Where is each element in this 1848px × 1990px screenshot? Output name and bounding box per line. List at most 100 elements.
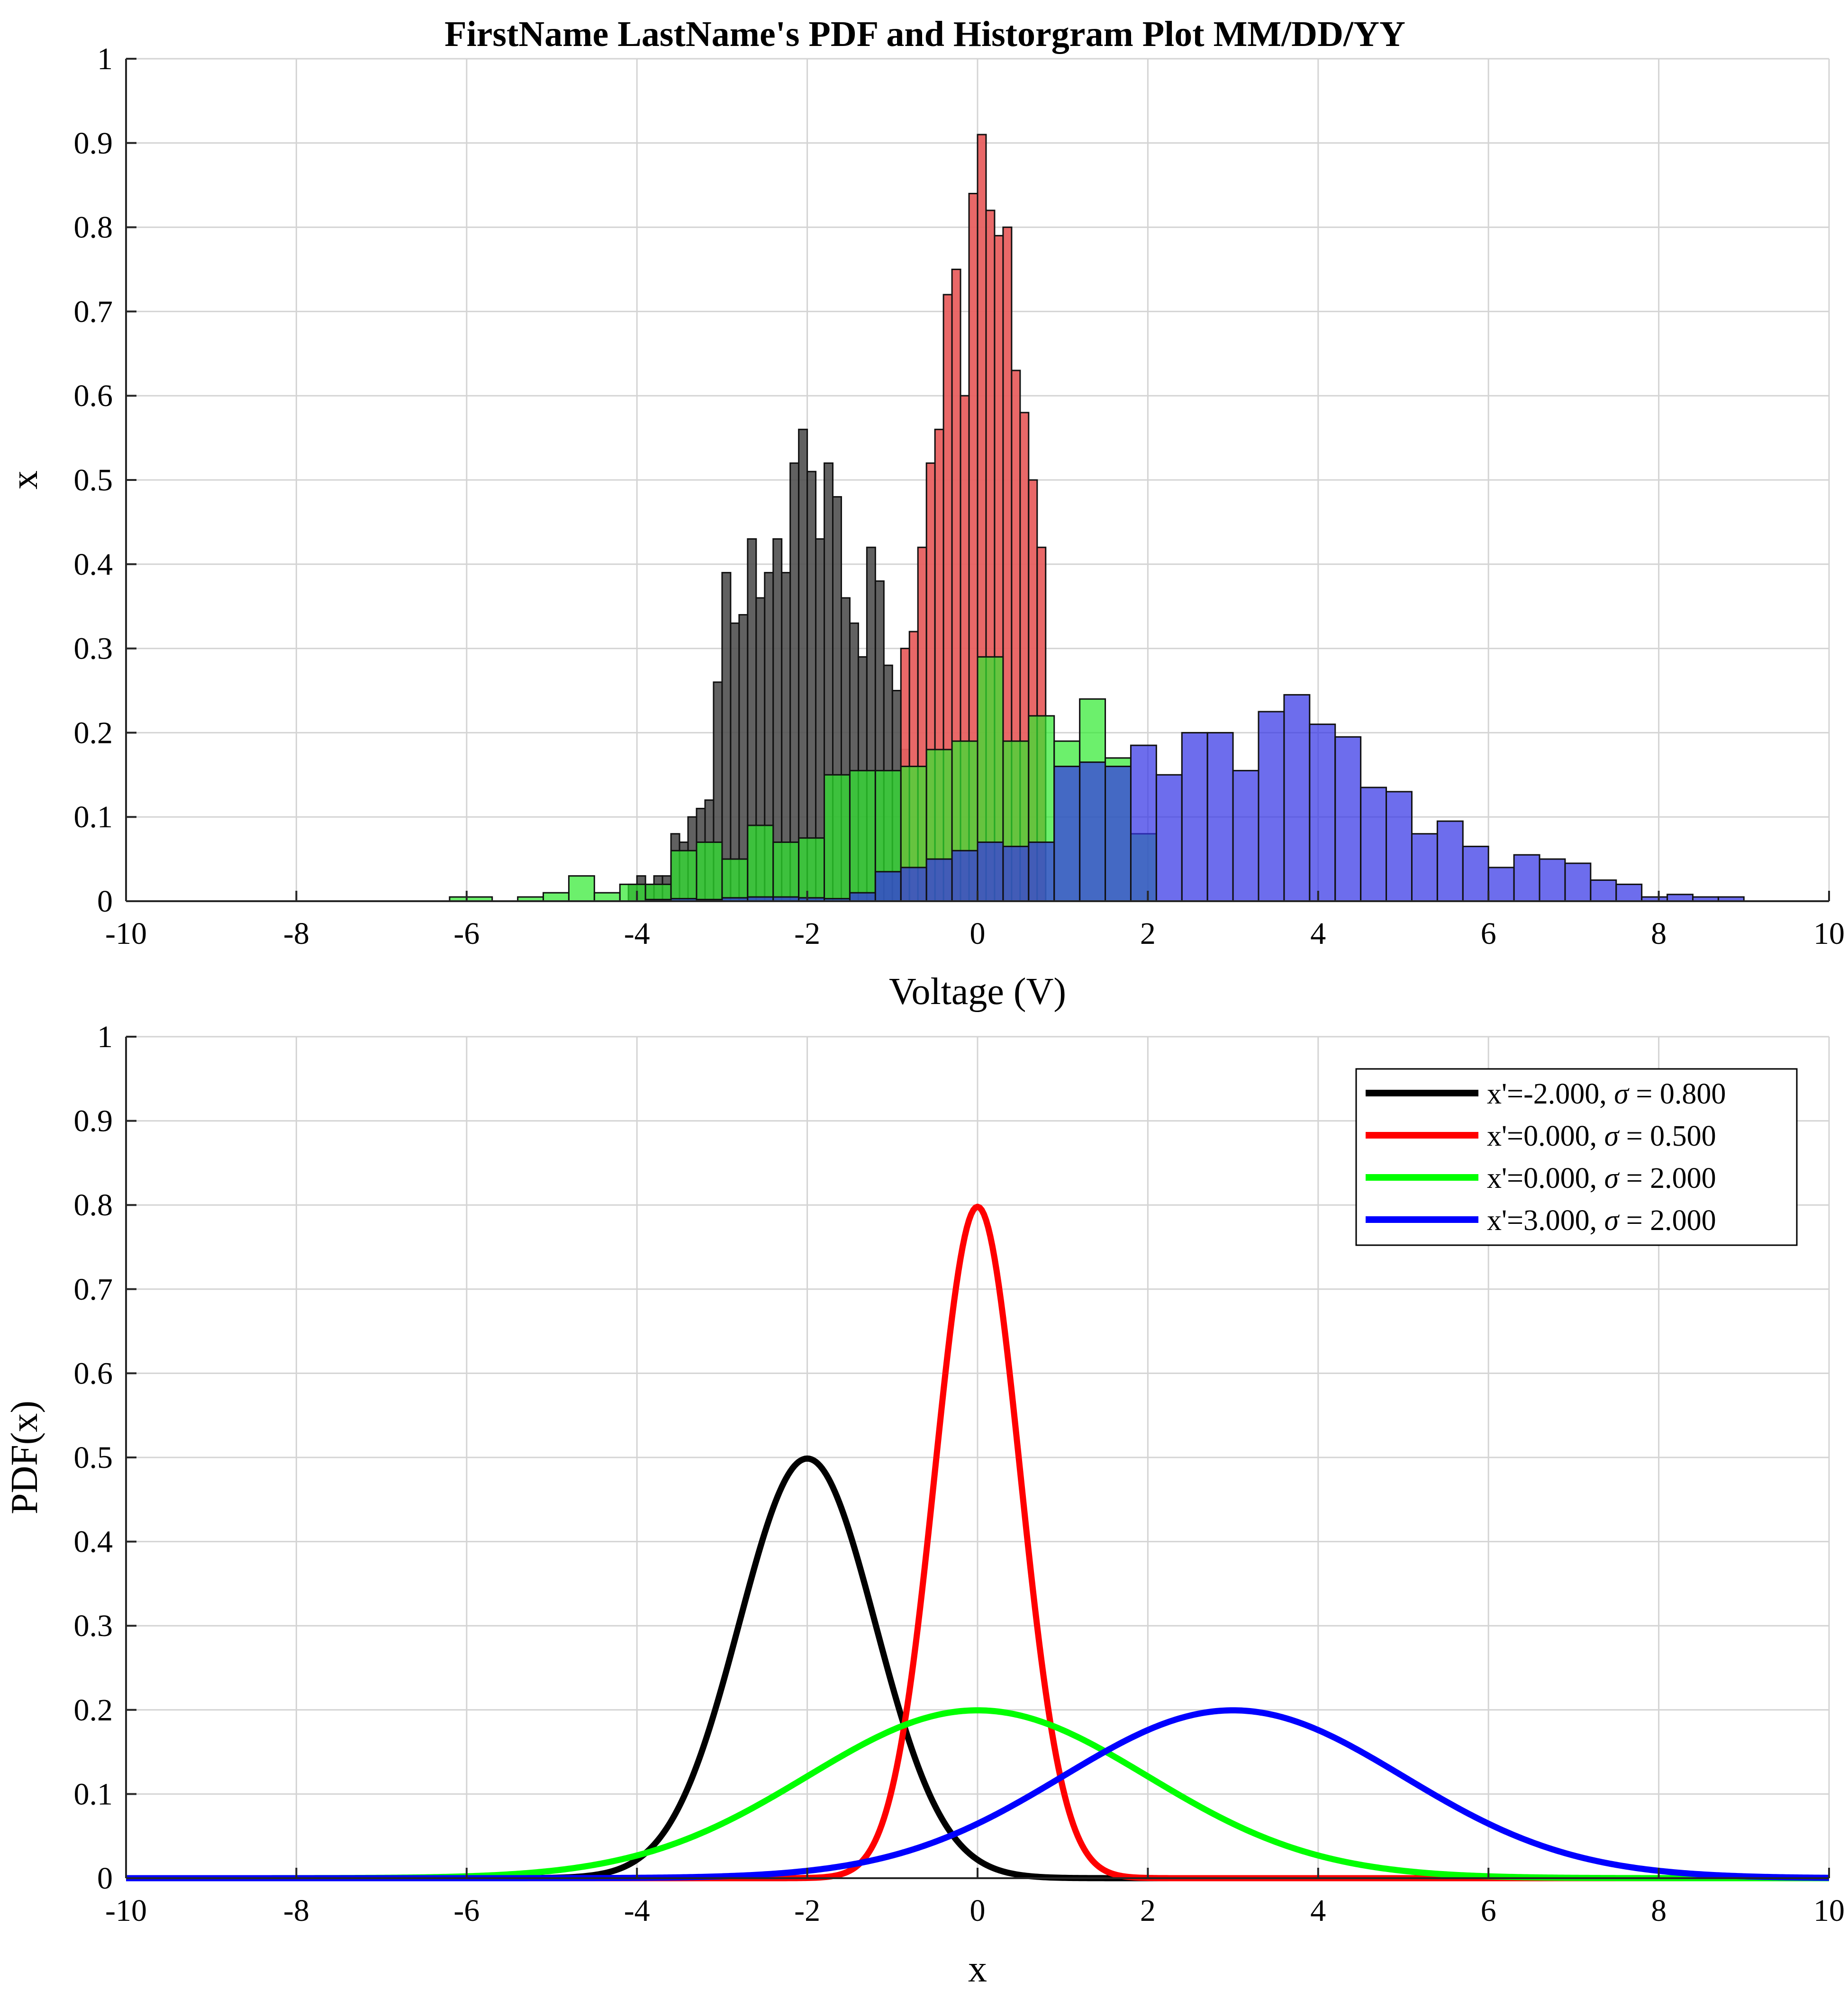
x-tick-label: -10 xyxy=(105,916,147,951)
y-tick-label: 0 xyxy=(97,1861,113,1896)
histogram-bar xyxy=(747,824,774,902)
histogram-bar xyxy=(772,841,800,902)
y-tick-label: 0.4 xyxy=(74,547,113,582)
legend-label: x'=-2.000, σ = 0.800 xyxy=(1487,1078,1726,1110)
x-tick-label: 2 xyxy=(1140,916,1156,951)
legend-entry: x'=3.000, σ = 2.000 xyxy=(1366,1204,1716,1237)
histogram-bar xyxy=(1105,766,1132,902)
histogram-series-3 xyxy=(644,694,1745,902)
histogram-bar xyxy=(798,428,808,902)
legend-label: x'=3.000, σ = 2.000 xyxy=(1487,1204,1716,1237)
legend-label: x'=0.000, σ = 2.000 xyxy=(1487,1162,1716,1194)
histogram-bar xyxy=(1462,845,1489,902)
histogram-bar xyxy=(721,572,732,902)
x-tick-label: 6 xyxy=(1481,1893,1496,1928)
pdf-grid xyxy=(125,1036,1830,1879)
x-tick-label: 6 xyxy=(1481,916,1496,951)
histogram-bar xyxy=(1181,732,1208,902)
y-tick-label: 0.8 xyxy=(74,210,113,245)
histogram-bar xyxy=(1386,791,1413,902)
histogram-bar xyxy=(1334,736,1362,902)
histogram-y-axis-label: x xyxy=(4,470,45,489)
y-tick-label: 0 xyxy=(97,884,113,919)
histogram-bar xyxy=(543,892,570,902)
histogram-bar xyxy=(696,841,723,902)
histogram-bar xyxy=(874,871,902,902)
histogram-x-tick-labels: -10 -8 -6 -4 -2 0 2 4 6 8 10 xyxy=(105,916,1845,951)
legend-box xyxy=(1355,1068,1798,1246)
x-tick-label: -4 xyxy=(624,916,650,951)
histogram-bar xyxy=(670,850,698,902)
histogram-bar xyxy=(900,867,927,902)
histogram-bar xyxy=(806,470,817,902)
x-tick-label: 0 xyxy=(970,1893,986,1928)
y-tick-label: 0.9 xyxy=(74,126,113,161)
histogram-y-tick-labels: 0 0.1 0.2 0.3 0.4 0.5 0.6 0.7 0.8 0.9 1 xyxy=(74,42,113,919)
histogram-bar xyxy=(1513,854,1540,902)
histogram-bar xyxy=(568,875,595,902)
histogram-bar xyxy=(721,858,749,902)
x-tick-label: 0 xyxy=(970,916,986,951)
histogram-bar xyxy=(738,614,749,902)
histogram-axis-lines xyxy=(125,58,1830,902)
histogram-bar xyxy=(1411,833,1438,902)
histogram-bar xyxy=(1232,769,1259,902)
histogram-bar xyxy=(798,837,825,902)
x-tick-label: -2 xyxy=(794,916,820,951)
histogram-bar xyxy=(849,769,876,902)
x-tick-label: -2 xyxy=(794,1893,820,1928)
pdf-y-tick-labels: 0 0.1 0.2 0.3 0.4 0.5 0.6 0.7 0.8 0.9 1 xyxy=(74,1020,113,1896)
x-tick-label: 8 xyxy=(1651,916,1667,951)
histogram-bar xyxy=(619,883,646,902)
histogram-bar xyxy=(1283,694,1311,902)
y-tick-label: 0.6 xyxy=(74,379,113,413)
x-tick-label: -4 xyxy=(624,1893,650,1928)
histogram-bar xyxy=(1053,766,1081,902)
histogram-bar xyxy=(977,841,1004,902)
histogram-bar xyxy=(1258,711,1285,902)
legend-entry: x'=0.000, σ = 2.000 xyxy=(1366,1162,1716,1194)
y-tick-label: 0.6 xyxy=(74,1356,113,1391)
histogram-bar xyxy=(849,892,876,902)
x-tick-label: 8 xyxy=(1651,1893,1667,1928)
histogram-bar xyxy=(925,858,953,902)
y-tick-label: 0.7 xyxy=(74,1272,113,1307)
pdf-x-tick-labels: -10 -8 -6 -4 -2 0 2 4 6 8 10 xyxy=(105,1893,1845,1928)
y-tick-label: 1 xyxy=(97,1020,113,1054)
y-tick-label: 0.7 xyxy=(74,294,113,329)
histogram-bar xyxy=(789,462,800,902)
x-tick-label: -10 xyxy=(105,1893,147,1928)
histogram-bar xyxy=(1002,845,1030,902)
histogram-bar xyxy=(824,774,851,902)
histogram-bar xyxy=(593,892,621,902)
x-tick-label: 2 xyxy=(1140,1893,1156,1928)
histogram-bar xyxy=(951,850,978,902)
y-tick-label: 0.9 xyxy=(74,1104,113,1139)
x-tick-label: -8 xyxy=(283,916,309,951)
histogram-bar xyxy=(1436,820,1464,902)
histogram-x-axis-label: Voltage (V) xyxy=(889,971,1066,1013)
histogram-bar xyxy=(1539,858,1566,902)
y-tick-label: 0.2 xyxy=(74,715,113,750)
legend-label: x'=0.000, σ = 0.500 xyxy=(1487,1120,1716,1152)
histogram-bar xyxy=(1564,862,1592,902)
histogram-bar xyxy=(1615,883,1643,902)
pdf-axes: -10 -8 -6 -4 -2 0 2 4 6 8 10 0 0.1 0.2 0.3 0.4 0.5 0.6 0.… xyxy=(4,1020,1845,1990)
histogram-bar xyxy=(1028,841,1055,902)
histogram-bar xyxy=(1206,732,1234,902)
y-tick-label: 0.1 xyxy=(74,800,113,834)
x-tick-label: -6 xyxy=(453,1893,480,1928)
x-tick-label: 4 xyxy=(1310,1893,1326,1928)
histogram-axes: -10 -8 -6 -4 -2 0 2 4 6 8 10 0 0.1 0.2 0.3 0.4 0.5 0.6 0.… xyxy=(4,42,1845,1013)
x-tick-label: 10 xyxy=(1813,1893,1845,1928)
pdf-x-axis-label: x xyxy=(968,1948,987,1990)
y-tick-label: 0.4 xyxy=(74,1525,113,1559)
x-tick-label: -6 xyxy=(453,916,480,951)
y-tick-label: 0.1 xyxy=(74,1777,113,1811)
y-tick-label: 1 xyxy=(97,42,113,76)
y-tick-label: 0.3 xyxy=(74,632,113,666)
legend-entry: x'=0.000, σ = 0.500 xyxy=(1366,1120,1716,1152)
y-tick-label: 0.5 xyxy=(74,1440,113,1475)
y-tick-label: 0.8 xyxy=(74,1188,113,1222)
histogram-bar xyxy=(1667,894,1694,902)
